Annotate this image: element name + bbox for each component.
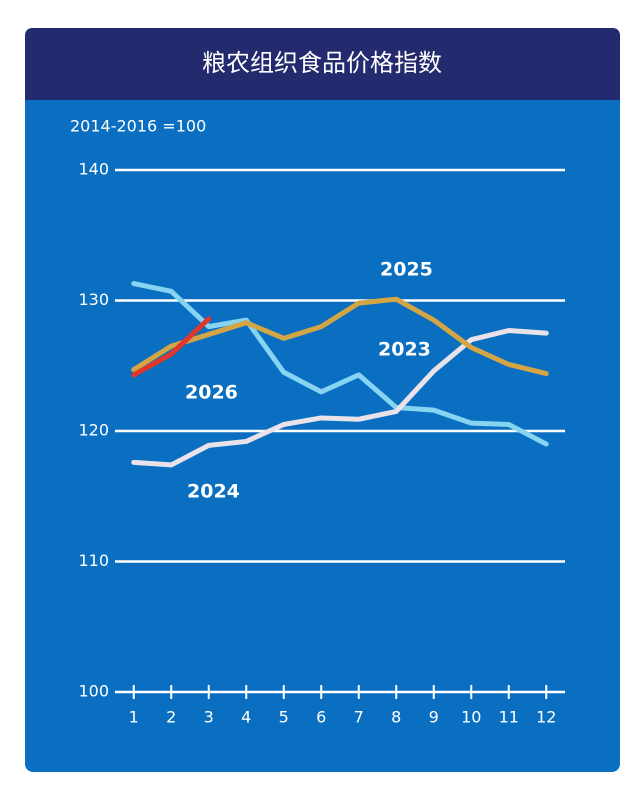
y-tick-label: 130 — [78, 290, 109, 309]
series-label: 2023 — [378, 339, 431, 361]
x-tick-label: 9 — [429, 708, 439, 727]
y-tick-label: 100 — [78, 682, 109, 701]
series-label: 2026 — [185, 382, 238, 404]
chart-title: 粮农组织食品价格指数 — [202, 49, 442, 77]
x-tick-label: 5 — [279, 708, 289, 727]
series-line — [131, 296, 549, 377]
x-tick-label: 6 — [316, 708, 326, 727]
x-tick-label: 3 — [204, 708, 214, 727]
x-tick-label: 10 — [461, 708, 481, 727]
x-tick-label: 11 — [499, 708, 519, 727]
series-line — [131, 281, 549, 447]
panel — [25, 28, 620, 772]
series-label: 2025 — [380, 259, 433, 281]
title-bar — [25, 28, 620, 100]
x-tick-label: 4 — [241, 708, 251, 727]
x-tick-label: 2 — [166, 708, 176, 727]
series-line — [131, 328, 549, 468]
x-tick-label: 7 — [354, 708, 364, 727]
x-tick-label: 12 — [536, 708, 556, 727]
y-tick-label: 110 — [78, 551, 109, 570]
y-tick-label: 120 — [78, 421, 109, 440]
x-tick-label: 8 — [391, 708, 401, 727]
series-label: 2024 — [187, 481, 240, 503]
series-line — [131, 316, 212, 378]
y-tick-label: 140 — [78, 160, 109, 179]
x-tick-label: 1 — [129, 708, 139, 727]
subtitle: 2014-2016 =100 — [70, 117, 206, 136]
